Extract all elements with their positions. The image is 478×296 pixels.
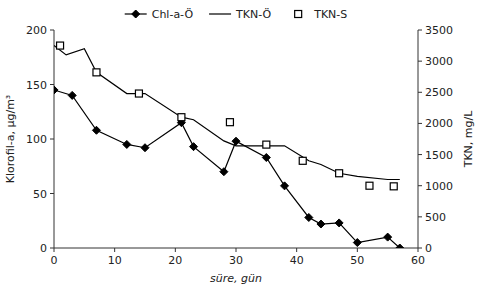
y-tick [50, 193, 54, 194]
diamond-marker [281, 182, 289, 190]
diamond-marker [132, 10, 140, 18]
x-tick [296, 248, 297, 252]
y2-tick [418, 30, 422, 31]
x-tick [418, 248, 419, 252]
x-tick [114, 248, 115, 252]
diamond-marker [317, 220, 325, 228]
square-marker [263, 141, 270, 148]
y-tick [50, 248, 54, 249]
y2-tick [418, 154, 422, 155]
y-tick-label: 200 [26, 24, 47, 37]
y2-tick-label: 3000 [425, 55, 453, 68]
y2-tick [418, 185, 422, 186]
x-axis-label: süre, gün [210, 272, 262, 285]
diamond-marker [232, 137, 240, 145]
y2-axis-line [418, 30, 419, 248]
y2-tick-label: 2000 [425, 117, 453, 130]
x-tick-label: 10 [108, 254, 122, 267]
square-marker [93, 69, 100, 76]
square-marker [299, 157, 306, 164]
y2-tick-label: 0 [425, 242, 432, 255]
y2-tick-label: 2500 [425, 86, 453, 99]
square-marker [226, 119, 233, 126]
legend-item: TKN-Ö [209, 8, 271, 21]
series-line [54, 46, 400, 180]
square-marker [178, 114, 185, 121]
diamond-marker [68, 91, 76, 99]
y2-tick-label: 1500 [425, 149, 453, 162]
legend-label: Chl-a-Ö [152, 8, 194, 21]
y2-tick [418, 123, 422, 124]
y2-tick-label: 1000 [425, 180, 453, 193]
plot-area [54, 42, 404, 248]
diamond-marker [305, 213, 313, 221]
diamond-marker [384, 233, 392, 241]
diamond-marker [54, 86, 58, 94]
y2-tick [418, 61, 422, 62]
y2-tick-label: 500 [425, 211, 446, 224]
square-marker [336, 170, 343, 177]
legend-label: TKN-Ö [235, 8, 271, 21]
y2-tick [418, 248, 422, 249]
legend-item: Chl-a-Ö [125, 8, 194, 21]
y-tick [50, 139, 54, 140]
diamond-marker [335, 219, 343, 227]
legend-item: TKN-S [295, 8, 348, 21]
square-marker [135, 90, 142, 97]
y2-tick [418, 216, 422, 217]
y-tick-label: 50 [33, 188, 47, 201]
x-tick-label: 40 [290, 254, 304, 267]
square-marker [390, 183, 397, 190]
diamond-marker [190, 143, 198, 151]
chart: 0102030405060050100150200050010001500200… [0, 0, 478, 296]
x-tick-label: 30 [229, 254, 243, 267]
y-tick-label: 100 [26, 133, 47, 146]
x-tick-label: 20 [168, 254, 182, 267]
x-tick [236, 248, 237, 252]
legend-line [209, 13, 231, 14]
x-tick [175, 248, 176, 252]
diamond-marker [220, 168, 228, 176]
square-marker [366, 182, 373, 189]
diamond-marker [396, 244, 404, 248]
diamond-marker [262, 154, 270, 162]
legend: Chl-a-Ö TKN-Ö TKN-S [125, 8, 348, 21]
y2-axis-label: TKN, mg/L [462, 110, 475, 169]
y2-tick [418, 92, 422, 93]
x-tick [54, 248, 55, 252]
diamond-marker [141, 144, 149, 152]
y-tick-label: 150 [26, 79, 47, 92]
diamond-marker [92, 126, 100, 134]
y-tick [50, 84, 54, 85]
diamond-marker [353, 239, 361, 247]
y-tick-label: 0 [40, 242, 47, 255]
x-tick [357, 248, 358, 252]
legend-label: TKN-S [313, 8, 347, 21]
x-tick-label: 0 [51, 254, 58, 267]
series-line [54, 90, 400, 248]
square-marker [295, 11, 302, 18]
diamond-marker [123, 140, 131, 148]
square-marker [57, 42, 64, 49]
y-tick [50, 30, 54, 31]
y-axis-label: Klorofil-a, μg/m³ [4, 95, 17, 184]
y2-tick-label: 3500 [425, 24, 453, 37]
x-tick-label: 60 [411, 254, 425, 267]
x-tick-label: 50 [350, 254, 364, 267]
